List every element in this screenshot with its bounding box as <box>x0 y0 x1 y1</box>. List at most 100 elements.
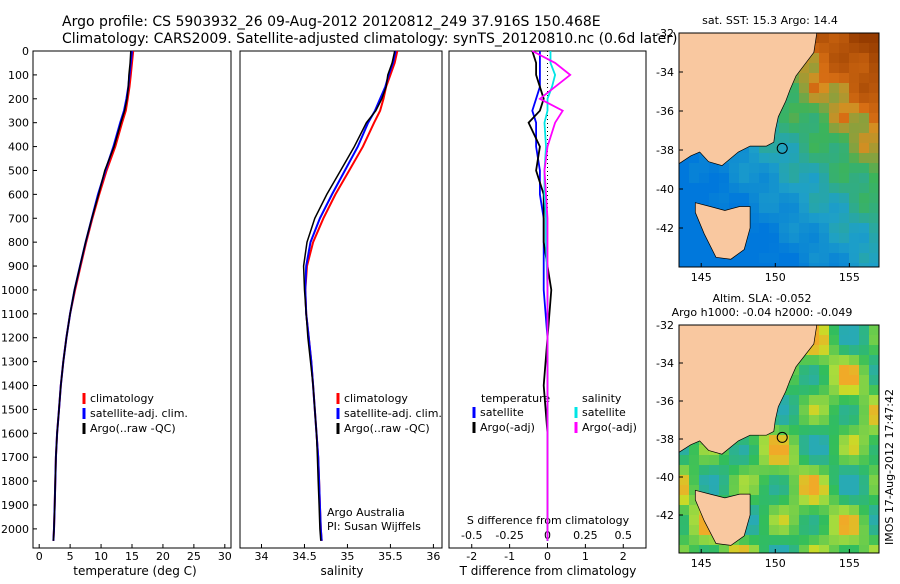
field-cell <box>819 415 830 426</box>
field-cell <box>749 213 760 224</box>
field-cell <box>699 545 710 553</box>
field-cell <box>809 535 820 546</box>
field-cell <box>809 515 820 526</box>
field-cell <box>799 213 810 224</box>
field-cell <box>869 325 879 336</box>
field-cell <box>789 83 800 94</box>
field-cell <box>689 163 700 174</box>
field-cell <box>729 263 740 267</box>
field-cell <box>859 253 870 264</box>
field-cell <box>869 445 879 456</box>
field-cell <box>799 495 810 506</box>
field-cell <box>829 163 840 174</box>
field-cell <box>689 495 700 506</box>
field-cell <box>849 435 860 446</box>
field-cell <box>809 123 820 134</box>
plot-frame <box>239 50 443 549</box>
field-cell <box>859 535 870 546</box>
field-cell <box>799 435 810 446</box>
field-cell <box>799 355 810 366</box>
field-cell <box>809 133 820 144</box>
tasmania-land <box>694 489 751 546</box>
float-position-marker <box>776 142 788 154</box>
field-cell <box>799 153 810 164</box>
field-cell <box>689 475 700 486</box>
legend-label: satellite-adj. clim. <box>90 407 188 420</box>
field-cell <box>699 475 710 486</box>
field-cell <box>679 475 690 486</box>
field-cell <box>819 173 830 184</box>
field-cell <box>829 263 840 267</box>
field-cell <box>809 405 820 416</box>
field-cell <box>869 33 879 44</box>
field-cell <box>689 535 700 546</box>
temp-series-2 <box>52 50 132 541</box>
field-cell <box>739 193 750 204</box>
field-cell <box>849 455 860 466</box>
field-cell <box>759 535 770 546</box>
field-cell <box>789 233 800 244</box>
field-cell <box>839 103 850 114</box>
field-cell <box>779 505 790 516</box>
field-cell <box>839 485 850 496</box>
diff-series-2 <box>543 51 557 541</box>
field-cell <box>809 73 820 84</box>
field-cell <box>849 163 860 174</box>
field-cell <box>679 183 690 194</box>
field-cell <box>749 515 760 526</box>
field-cell <box>779 465 790 476</box>
field-cell <box>699 233 710 244</box>
field-cell <box>839 345 850 356</box>
field-cell <box>829 53 840 64</box>
field-cell <box>849 223 860 234</box>
field-cell <box>709 163 720 174</box>
field-cell <box>729 193 740 204</box>
field-cell <box>689 545 700 553</box>
field-cell <box>689 183 700 194</box>
note-line1: Argo Australia <box>327 506 405 519</box>
field-cell <box>789 385 800 396</box>
field-cell <box>799 415 810 426</box>
field-cell <box>779 153 790 164</box>
diff-xlabel: T difference from climatology <box>459 564 637 578</box>
field-cell <box>769 173 780 184</box>
field-cell <box>839 445 850 456</box>
field-cell <box>789 193 800 204</box>
field-cell <box>769 243 780 254</box>
field-cell <box>799 103 810 114</box>
field-cell <box>699 263 710 267</box>
field-cell <box>799 223 810 234</box>
field-cell <box>799 545 810 553</box>
field-cell <box>809 365 820 376</box>
field-cell <box>769 475 780 486</box>
field-cell <box>709 485 720 496</box>
field-cell <box>859 243 870 254</box>
field-cell <box>849 405 860 416</box>
field-cell <box>729 153 740 164</box>
field-cell <box>749 465 760 476</box>
field-cell <box>739 545 750 553</box>
legend-s-title: salinity <box>582 392 622 405</box>
field-cell <box>849 73 860 84</box>
field-cell <box>809 435 820 446</box>
field-cell <box>759 525 770 536</box>
field-cell <box>809 485 820 496</box>
field-cell <box>849 33 860 44</box>
field-cell <box>809 525 820 536</box>
x-tick-label: 2 <box>620 550 627 563</box>
field-cell <box>829 233 840 244</box>
sst-map-title: sat. SST: 15.3 Argo: 14.4 <box>702 14 838 27</box>
map-x-tick-label: 155 <box>839 271 860 284</box>
field-cell <box>739 153 750 164</box>
field-cell <box>699 445 710 456</box>
field-cell <box>769 435 780 446</box>
field-cell <box>849 53 860 64</box>
field-cell <box>819 243 830 254</box>
field-cell <box>799 405 810 416</box>
field-cell <box>699 163 710 174</box>
field-cell <box>789 223 800 234</box>
field-cell <box>689 253 700 264</box>
field-cell <box>829 435 840 446</box>
field-cell <box>809 345 820 356</box>
